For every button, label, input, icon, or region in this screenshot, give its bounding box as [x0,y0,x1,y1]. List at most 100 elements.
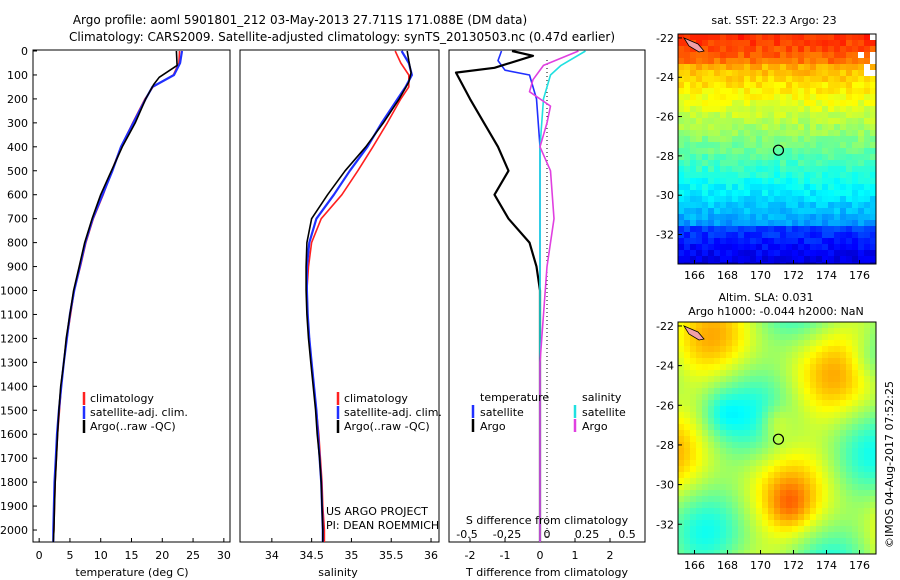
map-cell [750,514,756,520]
map-cell [750,184,756,190]
map-cell [786,34,792,40]
map-cell [852,262,858,264]
map-cell [846,88,852,94]
map-cell [762,214,768,220]
map-cell [762,100,768,106]
map-cell [768,148,774,154]
map-cell [870,544,876,550]
map-cell [870,130,876,136]
map-cell [690,412,696,418]
map-cell [834,460,840,466]
map-cell [810,52,816,58]
map-cell [756,196,762,202]
map-cell [780,340,786,346]
s-tick-label: -0.5 [456,528,477,541]
map-cell [744,376,750,382]
map-cell [756,250,762,256]
map-cell [756,40,762,46]
map-cell [756,394,762,400]
difference-panel: -2 -1 0 1 2-0.5 -0.25 0 0.25 0.5 S difference fr… [448,49,646,579]
map-cell [720,238,726,244]
map-cell [720,178,726,184]
x-tick-label: 5 [66,549,73,562]
map-cell [804,136,810,142]
map-cell [696,202,702,208]
map-cell [684,550,690,554]
map-cell [726,118,732,124]
map-cell [828,184,834,190]
map-cell [834,100,840,106]
map-cell [816,70,822,76]
map-cell [696,376,702,382]
map-cell [834,82,840,88]
map-cell [768,136,774,142]
map-cell [804,238,810,244]
map-cell [846,232,852,238]
map-cell [738,118,744,124]
map-cell [846,496,852,502]
map-cell [852,532,858,538]
map-cell [738,526,744,532]
map-cell [858,64,864,70]
map-cell [798,238,804,244]
map-cell [864,490,870,496]
map-cell [804,64,810,70]
map-cell [786,502,792,508]
lon-tick-label: 174 [816,269,837,282]
map-cell [702,550,708,554]
map-cell [744,508,750,514]
map-cell [864,118,870,124]
map-cell [714,346,720,352]
map-cell [708,166,714,172]
map-cell [684,136,690,142]
map-cell [750,418,756,424]
map-cell [810,382,816,388]
map-cell [780,484,786,490]
map-cell [822,382,828,388]
map-cell [804,550,810,554]
map-cell [750,214,756,220]
map-cell [864,430,870,436]
map-cell [714,166,720,172]
map-cell [726,550,732,554]
map-cell [798,136,804,142]
map-cell [678,358,684,364]
map-cell [798,112,804,118]
map-cell [864,502,870,508]
map-cell [768,442,774,448]
land-new-caledonia [682,325,705,341]
map-cell [780,82,786,88]
map-cell [750,424,756,430]
map-cell [714,58,720,64]
map-cell [798,370,804,376]
map-cell [816,538,822,544]
map-cell [762,544,768,550]
map-cell [804,322,810,328]
map-cell [858,340,864,346]
map-cell [858,112,864,118]
map-cell [768,208,774,214]
map-cell [792,52,798,58]
map-cell [738,262,744,264]
map-cell [846,544,852,550]
map-cell [750,382,756,388]
map-cell [858,544,864,550]
map-cell [684,394,690,400]
map-cell [852,250,858,256]
map-cell [780,370,786,376]
map-cell [738,232,744,238]
map-cell [768,478,774,484]
map-cell [798,544,804,550]
map-cell [828,52,834,58]
map-cell [798,70,804,76]
map-cell [846,142,852,148]
map-cell [810,322,816,328]
map-cell [702,172,708,178]
map-cell [840,178,846,184]
map-cell [828,178,834,184]
map-cell [690,472,696,478]
map-cell [726,454,732,460]
map-cell [822,520,828,526]
map-cell [786,394,792,400]
map-cell [696,496,702,502]
